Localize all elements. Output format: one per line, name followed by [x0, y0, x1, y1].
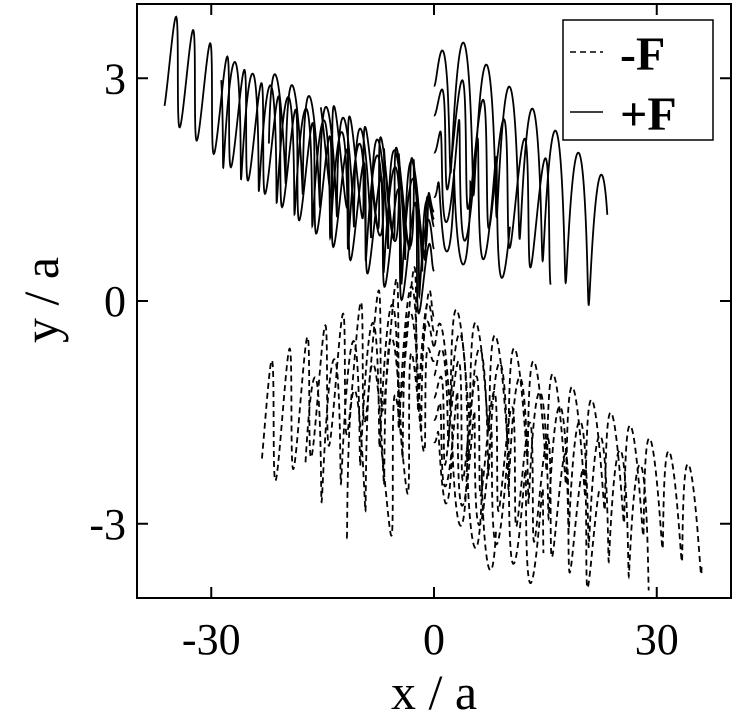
trajectory-line — [261, 265, 435, 482]
trajectory-line — [268, 73, 435, 272]
trajectory-line — [378, 347, 435, 537]
series-minus-f — [261, 265, 703, 591]
legend: -F +F — [562, 19, 714, 141]
trajectory-line — [371, 147, 435, 254]
trajectory-line — [433, 41, 609, 307]
legend-label-minus-f: -F — [620, 28, 665, 81]
trajectory-line — [433, 332, 650, 591]
legend-box — [562, 19, 714, 141]
series-plus-f — [163, 15, 609, 315]
trajectory-line — [345, 310, 435, 540]
y-tick-label: -3 — [89, 500, 126, 549]
trajectory-line — [163, 15, 435, 315]
legend-label-plus-f: +F — [620, 88, 677, 141]
x-axis-title: x / a — [391, 664, 477, 714]
trajectory-line — [433, 118, 511, 279]
trajectory-line — [433, 390, 545, 585]
trajectory-line — [220, 60, 435, 300]
x-tick-label: 30 — [635, 615, 679, 664]
trajectory-line — [433, 168, 472, 266]
trajectory-line — [433, 423, 497, 572]
x-tick-label: 0 — [423, 615, 445, 664]
y-tick-label: 3 — [104, 54, 126, 103]
trajectory-line — [304, 285, 435, 504]
y-tick-label: 0 — [104, 277, 126, 326]
y-axis-title: y / a — [13, 257, 69, 343]
series-layer — [163, 15, 703, 591]
x-tick-label: -30 — [182, 615, 241, 664]
